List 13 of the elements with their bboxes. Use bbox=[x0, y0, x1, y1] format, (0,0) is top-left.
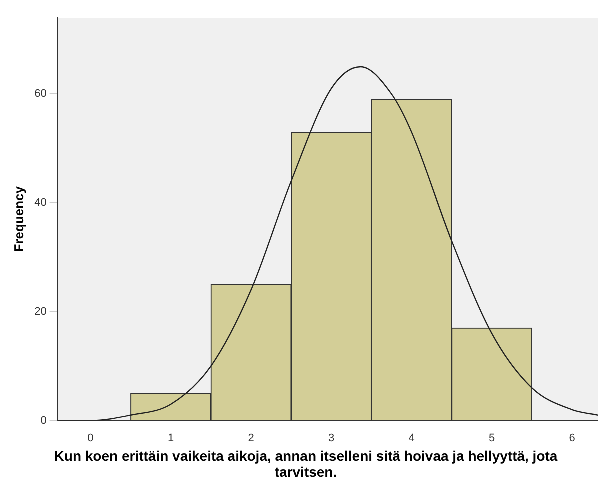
y-axis-title: Frequency bbox=[11, 186, 26, 252]
x-axis-title: Kun koen erittäin vaikeita aikoja, annan itselleni sitä hoivaa ja hellyyttä, jota tarvitsen. bbox=[53, 448, 559, 480]
x-tick-label: 6 bbox=[569, 432, 576, 444]
x-tick-label: 2 bbox=[248, 432, 254, 444]
x-tick-label: 3 bbox=[328, 432, 335, 444]
y-tick-label: 20 bbox=[34, 306, 47, 318]
x-tick-label: 4 bbox=[408, 432, 415, 444]
x-tick-label: 1 bbox=[168, 432, 174, 444]
y-tick-label: 0 bbox=[40, 414, 47, 427]
y-tick-label: 40 bbox=[34, 197, 47, 210]
y-tick-label: 60 bbox=[34, 88, 47, 100]
x-tick-label: 0 bbox=[88, 432, 94, 444]
x-tick-label: 5 bbox=[488, 432, 496, 444]
